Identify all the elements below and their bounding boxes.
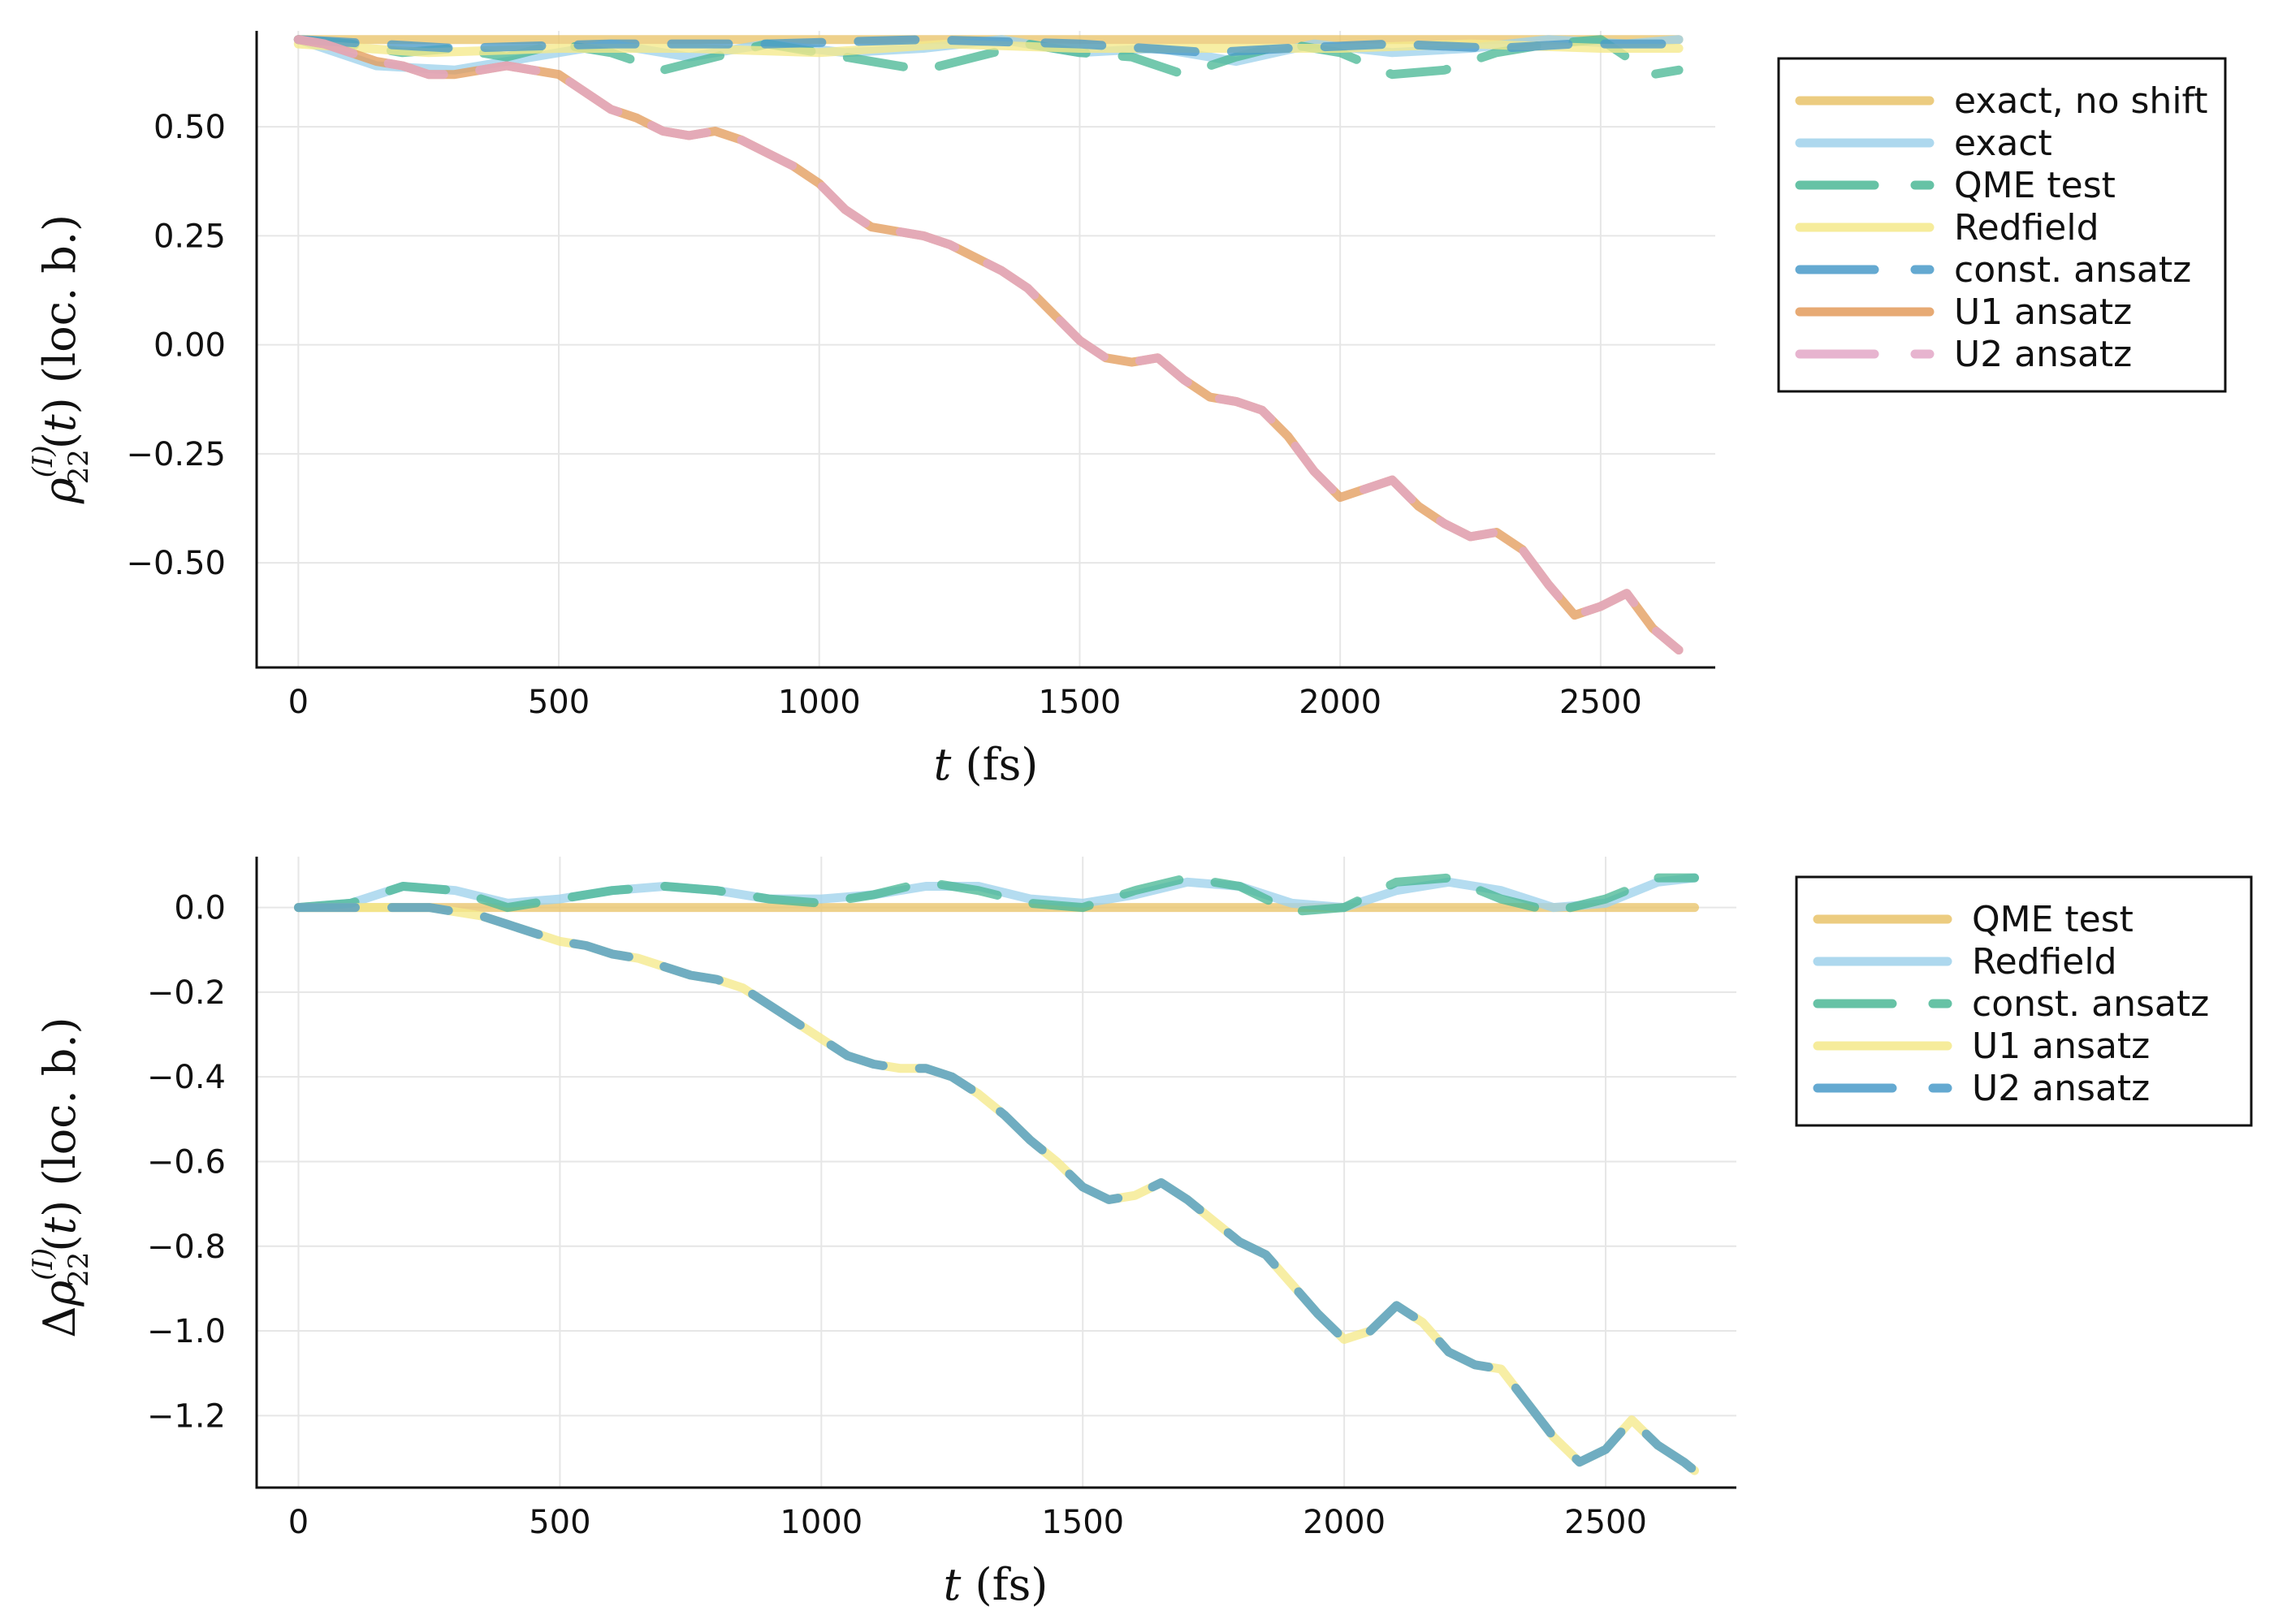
top-x-axis-label: t (fs)	[934, 739, 1039, 790]
bottom-legend-label: const. ansatz	[1972, 983, 2209, 1025]
bottom-legend-label: Redfield	[1972, 941, 2117, 983]
top-y-tick-label: 0.25	[153, 218, 226, 255]
bottom-y-tick-label: −0.6	[147, 1143, 226, 1181]
bottom-x-tick-label: 0	[288, 1504, 309, 1541]
top-ticks: 0 500 1000 1500 2000 2500 0.50 0.25 0.00 −0.25 −0.…	[126, 109, 1641, 721]
bottom-legend-label: QME test	[1972, 899, 2133, 940]
bottom-legend-label: U2 ansatz	[1972, 1068, 2150, 1109]
bottom-y-tick-label: −0.4	[147, 1059, 226, 1096]
bottom-y-tick-label: −1.2	[147, 1397, 226, 1435]
top-legend-label: U2 ansatz	[1954, 334, 2132, 375]
top-y-tick-label: −0.50	[126, 545, 226, 582]
top-x-tick-label: 0	[288, 684, 309, 721]
top-series	[293, 35, 1684, 654]
bottom-legend-label: U1 ansatz	[1972, 1026, 2150, 1067]
top-panel: 0 500 1000 1500 2000 2500 0.50 0.25 0.00 −0.25 −0.…	[27, 31, 2227, 790]
bottom-y-tick-label: −0.2	[147, 974, 226, 1012]
top-legend-label: Redfield	[1954, 207, 2099, 248]
top-x-tick-label: 2500	[1559, 684, 1642, 721]
top-legend-label: U1 ansatz	[1954, 292, 2132, 333]
bottom-panel: 0 500 1000 1500 2000 2500 0.0 −0.2 −0.4 −0.6 −0.8 −…	[27, 857, 2253, 1610]
top-axes-frame	[255, 31, 1715, 669]
bottom-series-line-u2-ansatz	[294, 903, 1699, 1475]
bottom-y-tick-label: 0.0	[174, 890, 226, 927]
bottom-x-tick-label: 500	[529, 1504, 590, 1541]
bottom-series	[294, 873, 1699, 1475]
top-series-line-const-ansatz	[293, 35, 1684, 58]
bottom-x-tick-label: 1000	[780, 1504, 862, 1541]
top-grid	[257, 31, 1715, 667]
top-series-line-u2-ansatz	[293, 35, 1684, 654]
top-legend-label: exact	[1954, 123, 2052, 164]
top-legend-label: QME test	[1954, 165, 2116, 206]
bottom-y-tick-label: −1.0	[147, 1313, 226, 1350]
top-y-tick-label: −0.25	[126, 436, 226, 473]
bottom-ticks: 0 500 1000 1500 2000 2500 0.0 −0.2 −0.4 −0.6 −0.8 −…	[147, 890, 1647, 1541]
bottom-y-axis-label: Δρ(I) 22(t) (loc. b.)	[27, 1017, 95, 1337]
bottom-grid	[257, 857, 1736, 1488]
bottom-series-line-const-ansatz	[294, 873, 1699, 917]
top-x-tick-label: 2000	[1299, 684, 1381, 721]
top-x-tick-label: 500	[528, 684, 590, 721]
top-x-tick-label: 1500	[1039, 684, 1122, 721]
top-y-tick-label: 0.50	[153, 109, 226, 146]
top-y-axis-label: ρ(I) 22(t) (loc. b.)	[27, 214, 95, 504]
bottom-axes-frame	[255, 857, 1736, 1489]
top-y-tick-label: 0.00	[153, 327, 226, 365]
bottom-y-tick-label: −0.8	[147, 1229, 226, 1266]
bottom-x-tick-label: 2000	[1303, 1504, 1386, 1541]
bottom-x-axis-label: t (fs)	[944, 1559, 1048, 1610]
bottom-x-tick-label: 2500	[1564, 1504, 1647, 1541]
top-x-tick-label: 1000	[778, 684, 861, 721]
bottom-x-tick-label: 1500	[1041, 1504, 1124, 1541]
top-legend-label: const. ansatz	[1954, 249, 2191, 291]
top-legend-label: exact, no shift	[1954, 80, 2208, 122]
